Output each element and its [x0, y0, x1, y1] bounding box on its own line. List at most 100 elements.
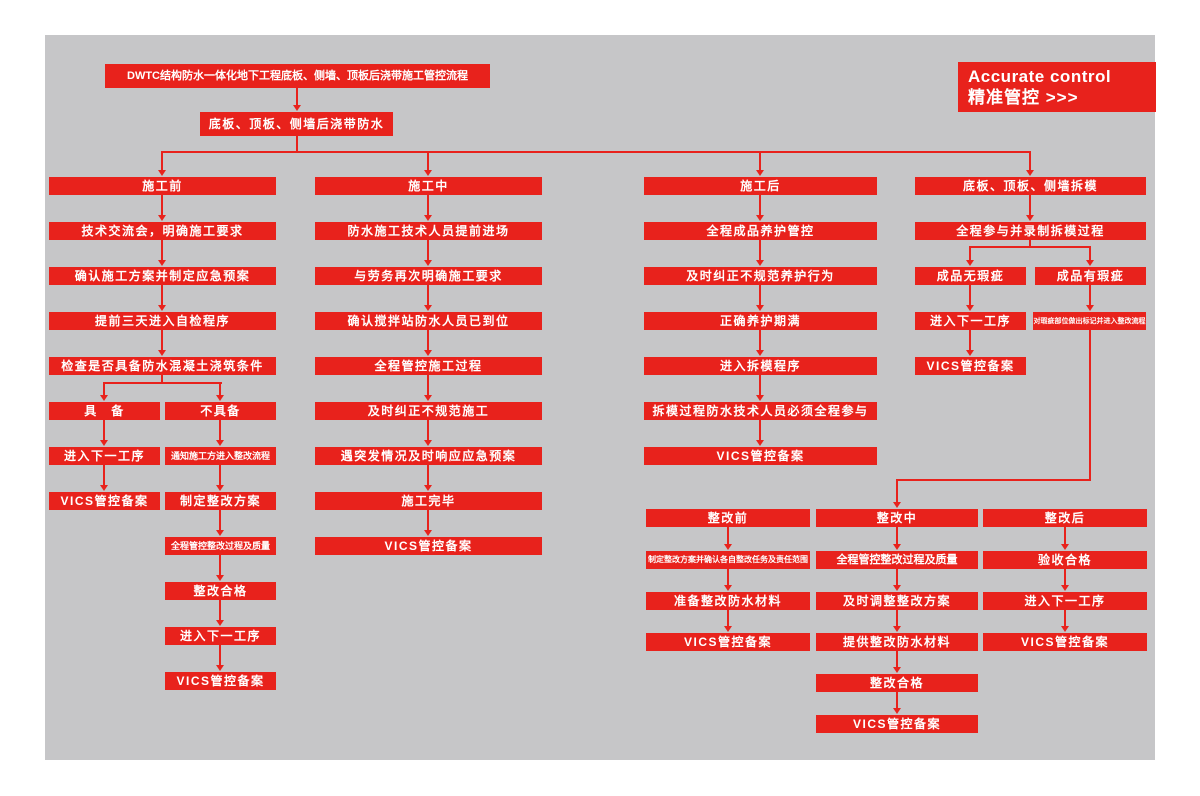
correct-curing-behavior: 及时纠正不规范养护行为: [644, 267, 877, 285]
connector-line: [1029, 240, 1031, 248]
rectify-vics-record: VICS管控备案: [165, 672, 276, 690]
col-during-construction-header: 施工中: [315, 177, 542, 195]
notify-rectification: 通知施工方进入整改流程: [165, 447, 276, 465]
connector-arrow-line: [219, 420, 221, 441]
connector-arrow-line: [103, 420, 105, 441]
connector-arrow-line: [1064, 527, 1066, 545]
arrowhead-icon: [424, 485, 432, 491]
provide-waterproof-materials: 提供整改防水材料: [816, 633, 978, 651]
arrowhead-icon: [756, 305, 764, 311]
arrowhead-icon: [100, 440, 108, 446]
arrowhead-icon: [158, 350, 166, 356]
connector-arrow-line: [1064, 569, 1066, 586]
connector-arrow-line: [759, 240, 761, 261]
accurate-control-banner: Accurate control 精准管控 >>>: [958, 62, 1156, 112]
connector-line: [103, 382, 222, 384]
connector-arrow-line: [427, 465, 429, 486]
col-post-construction-header: 施工后: [644, 177, 877, 195]
confirm-plan-emergency: 确认施工方案并制定应急预案: [49, 267, 276, 285]
connector-arrow-line: [161, 152, 163, 171]
staff-early-entry: 防水施工技术人员提前进场: [315, 222, 542, 240]
rectify-next-step: 进入下一工序: [165, 627, 276, 645]
arrowhead-icon: [966, 260, 974, 266]
connector-arrow-line: [1029, 195, 1031, 216]
connector-arrow-line: [896, 527, 898, 545]
mixing-station-staff: 确认搅拌站防水人员已到位: [315, 312, 542, 330]
col-pre-construction-header: 施工前: [49, 177, 276, 195]
connector-arrow-line: [896, 651, 898, 668]
post-vics-record: VICS管控备案: [644, 447, 877, 465]
connector-arrow-line: [219, 555, 221, 576]
connector-arrow-line: [759, 420, 761, 441]
adjust-rectify-plan: 及时调整整改方案: [816, 592, 978, 610]
connector-arrow-line: [969, 247, 971, 261]
after-rectify-vics-record: VICS管控备案: [983, 633, 1147, 651]
control-construction-process: 全程管控施工过程: [315, 357, 542, 375]
connector-arrow-line: [969, 330, 971, 351]
not-ready: 不具备: [165, 402, 276, 420]
arrowhead-icon: [158, 305, 166, 311]
arrowhead-icon: [893, 708, 901, 714]
tech-meeting: 技术交流会，明确施工要求: [49, 222, 276, 240]
arrowhead-icon: [424, 170, 432, 176]
connector-arrow-line: [759, 285, 761, 306]
make-rectification-plan: 制定整改方案: [165, 492, 276, 510]
rectify-plan-task-confirm: 制定整改方案并确认各自整改任务及责任范围: [646, 551, 810, 569]
connector-line: [969, 246, 1091, 248]
connector-arrow-line: [161, 285, 163, 306]
arrowhead-icon: [966, 305, 974, 311]
connector-arrow-line: [427, 195, 429, 216]
formwork-removal-procedure: 进入拆模程序: [644, 357, 877, 375]
rectification-passed: 整改合格: [816, 674, 978, 692]
arrowhead-icon: [756, 260, 764, 266]
connector-arrow-line: [896, 610, 898, 627]
connector-arrow-line: [219, 600, 221, 621]
connector-arrow-line: [1089, 285, 1091, 306]
arrowhead-icon: [1086, 260, 1094, 266]
connector-arrow-line: [896, 481, 898, 503]
connector-arrow-line: [759, 152, 761, 171]
arrowhead-icon: [756, 350, 764, 356]
arrowhead-icon: [293, 105, 301, 111]
connector-arrow-line: [103, 465, 105, 486]
arrowhead-icon: [158, 215, 166, 221]
connector-arrow-line: [427, 330, 429, 351]
rectification-qualified: 整改合格: [165, 582, 276, 600]
emergency-response: 遇突发情况及时响应应急预案: [315, 447, 542, 465]
arrowhead-icon: [158, 260, 166, 266]
connector-arrow-line: [896, 692, 898, 709]
connector-arrow-line: [103, 383, 105, 396]
connector-line: [896, 479, 1091, 481]
col-during-rectification-header: 整改中: [816, 509, 978, 527]
arrowhead-icon: [756, 440, 764, 446]
arrowhead-icon: [216, 485, 224, 491]
connector-arrow-line: [1089, 247, 1091, 261]
connector-arrow-line: [427, 152, 429, 171]
arrowhead-icon: [216, 395, 224, 401]
arrowhead-icon: [893, 667, 901, 673]
construction-finished: 施工完毕: [315, 492, 542, 510]
connector-line: [1089, 330, 1091, 480]
connector-line: [161, 375, 163, 384]
formwork-tech-participation: 拆模过程防水技术人员必须全程参与: [644, 402, 877, 420]
during-vics-record: VICS管控备案: [315, 537, 542, 555]
banner-english-text: Accurate control: [968, 67, 1112, 86]
correct-nonstandard-construction: 及时纠正不规范施工: [315, 402, 542, 420]
connector-arrow-line: [427, 285, 429, 306]
arrowhead-icon: [424, 260, 432, 266]
arrowhead-icon: [424, 530, 432, 536]
connector-arrow-line: [427, 510, 429, 531]
ready: 具 备: [49, 402, 160, 420]
control-rectify-process-quality: 全程管控整改过程及质量: [816, 551, 978, 569]
arrowhead-icon: [893, 626, 901, 632]
connector-arrow-line: [219, 465, 221, 486]
arrowhead-icon: [1026, 170, 1034, 176]
connector-arrow-line: [1029, 152, 1031, 171]
arrowhead-icon: [424, 395, 432, 401]
arrowhead-icon: [216, 530, 224, 536]
connector-arrow-line: [161, 240, 163, 261]
arrowhead-icon: [424, 305, 432, 311]
connector-arrow-line: [759, 330, 761, 351]
connector-arrow-line: [759, 375, 761, 396]
